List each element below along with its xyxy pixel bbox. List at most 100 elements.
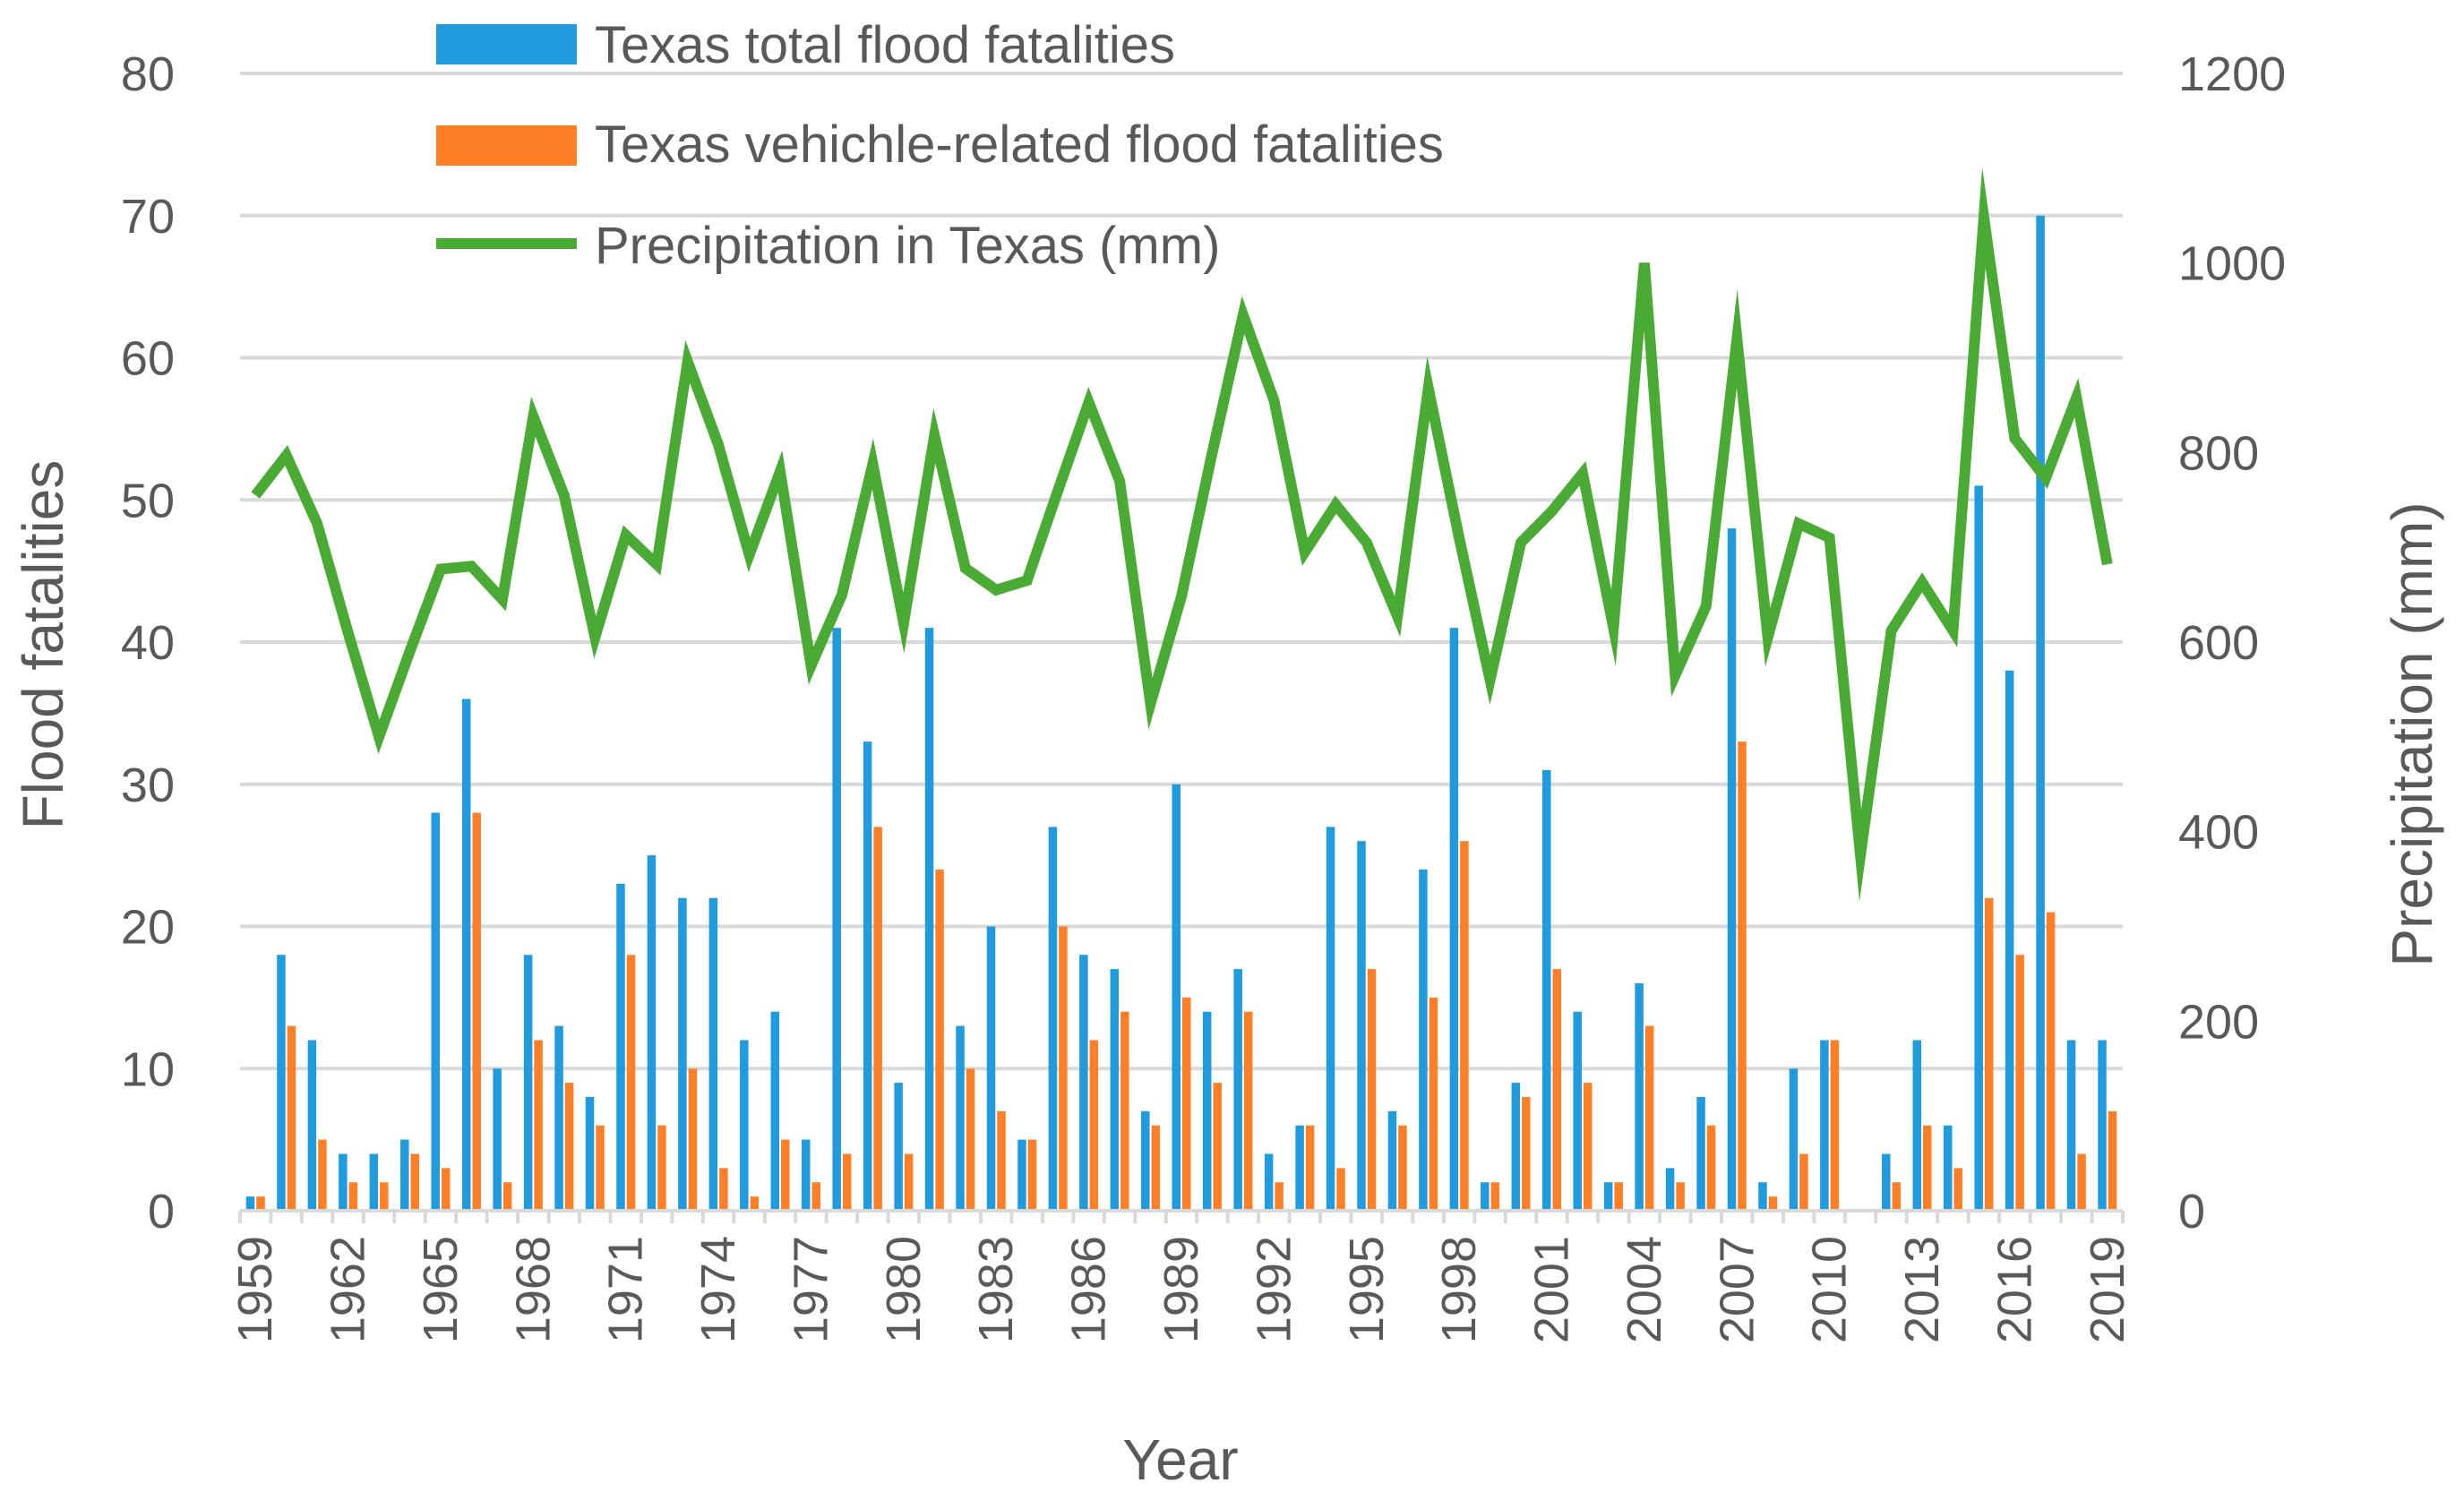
x-tick-label: 1971	[599, 1236, 653, 1343]
bar-total	[924, 628, 934, 1211]
bar-total	[863, 741, 872, 1211]
bar-vehicle	[1429, 997, 1438, 1211]
bar-total	[986, 926, 996, 1211]
bar-total	[523, 955, 533, 1211]
bar-total	[1202, 1011, 1212, 1211]
bar-total	[2036, 215, 2045, 1211]
bar-total	[2066, 1040, 2076, 1211]
y-right-tick-label: 200	[2178, 995, 2259, 1049]
bar-series	[245, 215, 2117, 1211]
y-tick-label: 30	[121, 759, 175, 812]
bar-vehicle	[318, 1139, 327, 1211]
bar-vehicle	[657, 1125, 666, 1211]
tick-labels: 0102030405060708002004006008001000120019…	[121, 47, 2286, 1343]
bar-total	[1635, 983, 1644, 1211]
x-tick-label: 1962	[322, 1236, 375, 1343]
legend: Texas total flood fatalities Texas vehic…	[436, 16, 1444, 275]
x-tick-label: 1977	[784, 1236, 837, 1343]
bar-vehicle	[1614, 1182, 1623, 1211]
bar-vehicle	[1522, 1097, 1531, 1211]
bar-total	[1079, 955, 1088, 1211]
bar-vehicle	[1305, 1125, 1315, 1211]
bar-total	[2005, 670, 2014, 1211]
bar-vehicle	[1027, 1139, 1037, 1211]
bar-vehicle	[1768, 1196, 1778, 1211]
bar-total	[1017, 1139, 1026, 1211]
line-series	[251, 167, 2113, 902]
legend-label-precip: Precipitation in Texas (mm)	[595, 217, 1220, 275]
bar-total	[1110, 969, 1120, 1211]
x-tick-label: 1983	[969, 1236, 1023, 1343]
bar-vehicle	[348, 1182, 358, 1211]
bar-total	[1141, 1110, 1150, 1211]
y-axis-title: Flood fatalities	[11, 460, 75, 830]
bar-vehicle	[256, 1196, 265, 1211]
bar-total	[1172, 784, 1180, 1211]
bar-total	[431, 812, 440, 1211]
bar-total	[740, 1040, 749, 1211]
x-tick-label: 2019	[2081, 1236, 2134, 1343]
bar-total	[307, 1040, 317, 1211]
bar-vehicle	[2015, 955, 2024, 1211]
x-tick-label: 1980	[877, 1236, 931, 1343]
bar-vehicle	[1120, 1011, 1129, 1211]
x-tick-label: 1995	[1340, 1236, 1394, 1343]
bar-vehicle	[1367, 969, 1377, 1211]
bar-vehicle	[441, 1168, 451, 1211]
gridlines	[240, 72, 2123, 1071]
bar-total	[369, 1153, 379, 1211]
bar-vehicle	[842, 1153, 852, 1211]
x-tick-label: 2016	[1988, 1236, 2041, 1343]
bar-vehicle	[781, 1139, 790, 1211]
x-tick-label: 1965	[414, 1236, 468, 1343]
precipitation-line	[251, 167, 2113, 902]
bar-vehicle	[380, 1182, 389, 1211]
y-tick-label: 70	[121, 190, 175, 244]
bar-vehicle	[750, 1196, 760, 1211]
x-tick-label: 2004	[1618, 1236, 1671, 1343]
bar-vehicle	[1923, 1125, 1932, 1211]
bar-total	[400, 1139, 409, 1211]
y-right-tick-label: 1000	[2178, 237, 2286, 291]
bar-vehicle	[287, 1025, 296, 1211]
bar-vehicle	[1892, 1182, 1902, 1211]
bar-total	[1295, 1125, 1304, 1211]
bar-total	[956, 1025, 965, 1211]
x-tick-label: 1986	[1062, 1236, 1116, 1343]
bar-total	[1573, 1011, 1582, 1211]
bar-vehicle	[2077, 1153, 2086, 1211]
bar-vehicle	[811, 1182, 820, 1211]
bar-total	[1758, 1182, 1767, 1211]
y-right-tick-label: 0	[2178, 1185, 2205, 1239]
bar-vehicle	[1583, 1083, 1593, 1211]
bar-total	[1603, 1182, 1613, 1211]
bar-vehicle	[688, 1068, 698, 1211]
bar-vehicle	[534, 1040, 543, 1211]
x-tick-label: 1989	[1155, 1236, 1208, 1343]
bar-vehicle	[1676, 1182, 1685, 1211]
bar-total	[1912, 1040, 1922, 1211]
bar-vehicle	[1799, 1153, 1808, 1211]
x-tick-label: 1992	[1247, 1236, 1301, 1343]
bar-total	[708, 897, 718, 1211]
x-tick-label: 1998	[1432, 1236, 1486, 1343]
bar-vehicle	[1089, 1040, 1099, 1211]
bar-total	[894, 1083, 903, 1211]
bar-total	[554, 1025, 563, 1211]
y-right-tick-label: 1200	[2178, 47, 2286, 101]
x-tick-label: 2001	[1525, 1236, 1579, 1343]
y-right-tick-label: 400	[2178, 806, 2259, 860]
bar-total	[832, 628, 841, 1211]
y-axis-right-title: Precipitation (mm)	[2380, 501, 2444, 966]
y-tick-label: 50	[121, 474, 175, 527]
bar-vehicle	[2046, 912, 2056, 1211]
bar-total	[1696, 1097, 1705, 1211]
legend-label-vehicle: Texas vehichle-related flood fatalities	[595, 116, 1444, 174]
legend-label-total: Texas total flood fatalities	[595, 16, 1175, 74]
bar-vehicle	[1984, 897, 1994, 1211]
bar-vehicle	[1059, 926, 1068, 1211]
bar-total	[1387, 1110, 1397, 1211]
bar-vehicle	[472, 812, 481, 1211]
bar-vehicle	[1182, 997, 1191, 1211]
